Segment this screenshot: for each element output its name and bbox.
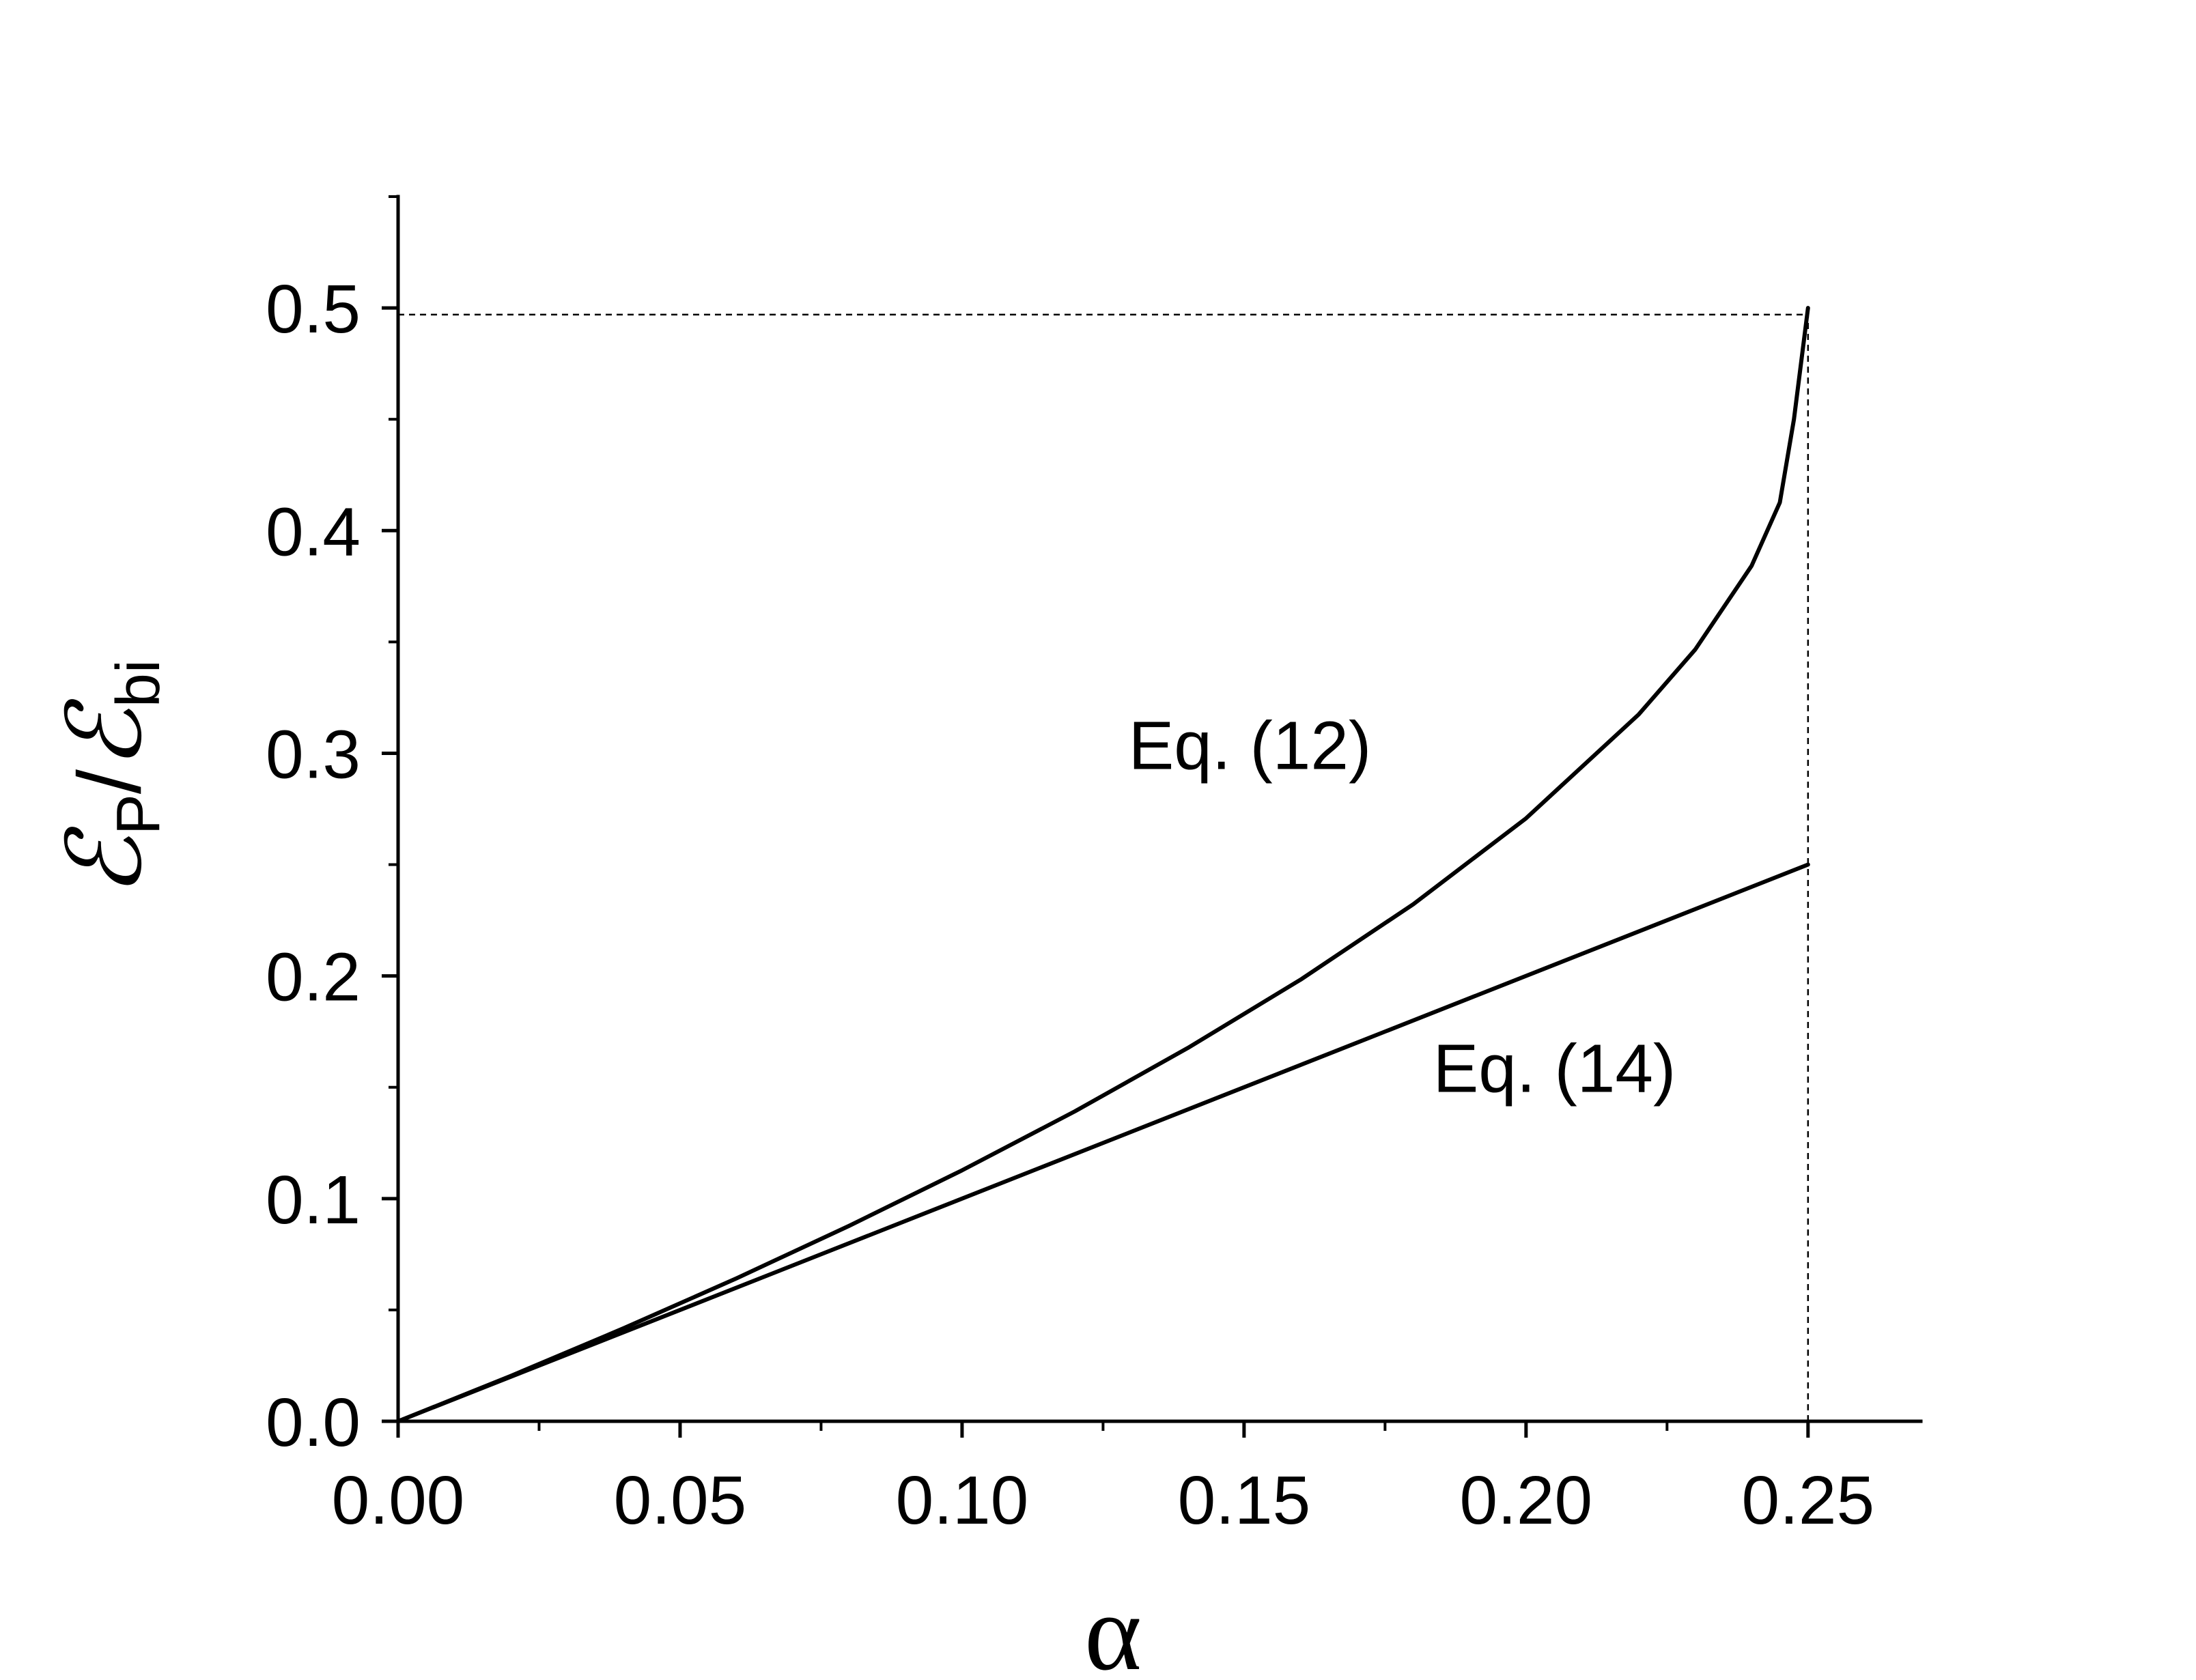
y-axis-label-sub-1: P bbox=[104, 794, 173, 835]
x-tick-label: 0.15 bbox=[1178, 1462, 1311, 1539]
annotation-label: Eq. (14) bbox=[1433, 1030, 1676, 1107]
y-axis-label: ℰP/ℰbi bbox=[49, 659, 173, 897]
x-ticks: 0.00 0.05 0.10 0.15 0.20 0.25 bbox=[332, 1421, 1874, 1539]
series-group bbox=[396, 306, 1810, 1423]
y-axis-label-slash: / bbox=[59, 769, 159, 794]
y-axis-label-main-2: ℰ bbox=[49, 698, 163, 769]
x-tick-label: 0.05 bbox=[614, 1462, 747, 1539]
x-tick-label: 0.10 bbox=[896, 1462, 1029, 1539]
x-axis-label: α bbox=[1084, 1571, 1142, 1680]
x-tick-label: 0.25 bbox=[1741, 1462, 1874, 1539]
x-tick-label: 0.00 bbox=[332, 1462, 465, 1539]
svg-text:ℰP/ℰbi: ℰP/ℰbi bbox=[49, 659, 173, 897]
y-tick-label: 0.3 bbox=[266, 716, 361, 793]
y-tick-label: 0.1 bbox=[266, 1162, 361, 1238]
y-axis-label-sub-2: bi bbox=[104, 659, 173, 707]
y-tick-label: 0.0 bbox=[266, 1384, 361, 1461]
series-line-2 bbox=[396, 862, 1810, 1423]
x-tick-label: 0.20 bbox=[1460, 1462, 1593, 1539]
annotations: Eq. (12) Eq. (14) bbox=[1129, 707, 1676, 1107]
y-tick-label: 0.2 bbox=[266, 939, 361, 1016]
reference-lines bbox=[398, 313, 1810, 1421]
y-tick-label: 0.5 bbox=[266, 271, 361, 347]
y-axis-label-main-1: ℰ bbox=[49, 826, 163, 897]
y-ticks: 0.0 0.1 0.2 0.3 0.4 0.5 bbox=[266, 195, 398, 1461]
annotation-label: Eq. (12) bbox=[1129, 707, 1372, 784]
series-line-1 bbox=[396, 306, 1810, 1423]
y-tick-label: 0.4 bbox=[266, 494, 361, 570]
